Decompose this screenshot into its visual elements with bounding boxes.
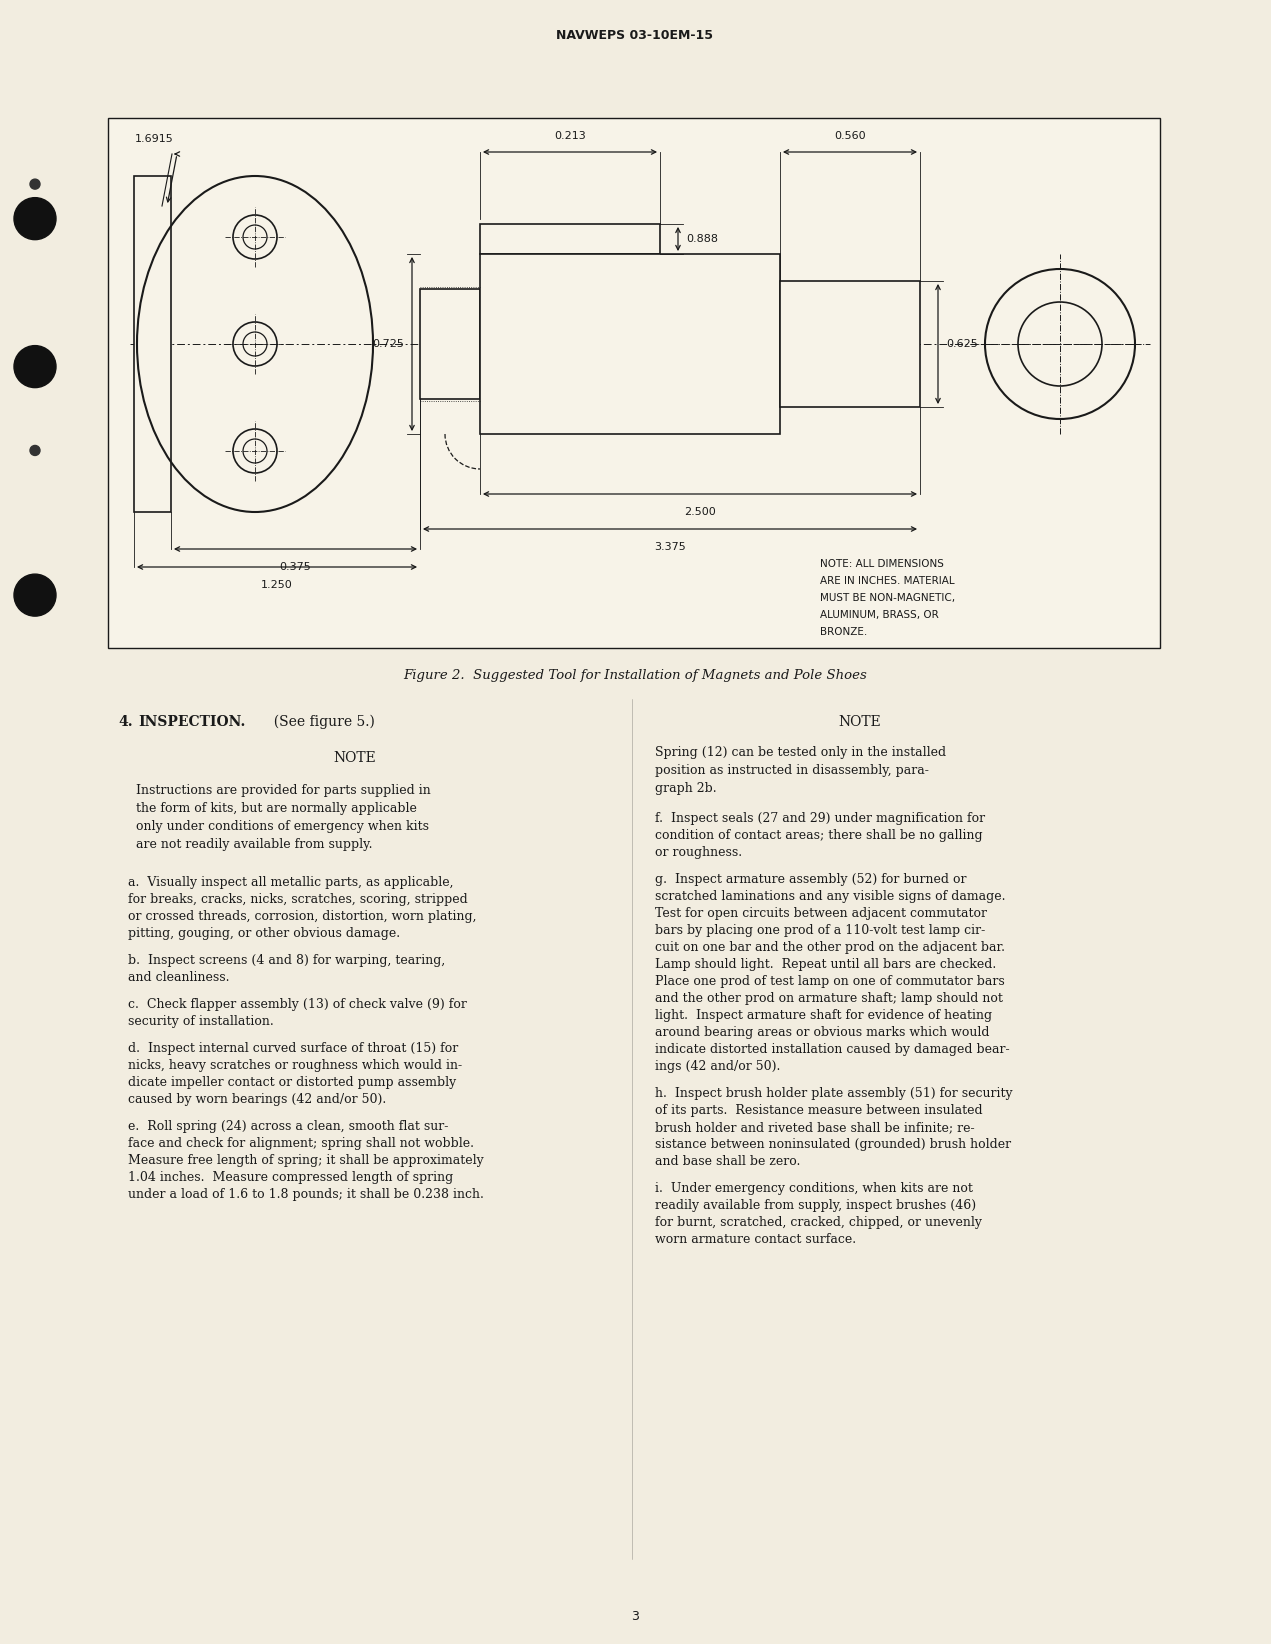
Text: for breaks, cracks, nicks, scratches, scoring, stripped: for breaks, cracks, nicks, scratches, sc… — [128, 893, 468, 906]
Bar — [480, 224, 660, 255]
Text: caused by worn bearings (42 and/or 50).: caused by worn bearings (42 and/or 50). — [128, 1093, 386, 1106]
Text: and cleanliness.: and cleanliness. — [128, 972, 230, 985]
Text: worn armature contact surface.: worn armature contact surface. — [655, 1233, 857, 1246]
Text: 1.250: 1.250 — [261, 580, 292, 590]
Text: are not readily available from supply.: are not readily available from supply. — [136, 838, 372, 852]
Text: cuit on one bar and the other prod on the adjacent bar.: cuit on one bar and the other prod on th… — [655, 940, 1005, 954]
Circle shape — [14, 574, 56, 616]
Text: Lamp should light.  Repeat until all bars are checked.: Lamp should light. Repeat until all bars… — [655, 958, 996, 972]
Bar — [108, 118, 1160, 648]
Text: NOTE: ALL DIMENSIONS: NOTE: ALL DIMENSIONS — [820, 559, 944, 569]
Text: or crossed threads, corrosion, distortion, worn plating,: or crossed threads, corrosion, distortio… — [128, 911, 477, 922]
Text: graph 2b.: graph 2b. — [655, 783, 717, 796]
Text: BRONZE.: BRONZE. — [820, 626, 867, 636]
Text: position as instructed in disassembly, para-: position as instructed in disassembly, p… — [655, 764, 929, 778]
Text: light.  Inspect armature shaft for evidence of heating: light. Inspect armature shaft for eviden… — [655, 1009, 993, 1023]
Text: 1.04 inches.  Measure compressed length of spring: 1.04 inches. Measure compressed length o… — [128, 1171, 454, 1184]
Text: sistance between noninsulated (grounded) brush holder: sistance between noninsulated (grounded)… — [655, 1138, 1012, 1151]
Text: 4.: 4. — [118, 715, 132, 728]
Text: for burnt, scratched, cracked, chipped, or unevenly: for burnt, scratched, cracked, chipped, … — [655, 1217, 982, 1230]
Text: only under conditions of emergency when kits: only under conditions of emergency when … — [136, 820, 430, 834]
Bar — [780, 281, 920, 408]
Text: around bearing areas or obvious marks which would: around bearing areas or obvious marks wh… — [655, 1026, 990, 1039]
Text: i.  Under emergency conditions, when kits are not: i. Under emergency conditions, when kits… — [655, 1182, 972, 1195]
Text: security of installation.: security of installation. — [128, 1014, 273, 1028]
Text: Spring (12) can be tested only in the installed: Spring (12) can be tested only in the in… — [655, 746, 946, 760]
Text: Place one prod of test lamp on one of commutator bars: Place one prod of test lamp on one of co… — [655, 975, 1005, 988]
Text: g.  Inspect armature assembly (52) for burned or: g. Inspect armature assembly (52) for bu… — [655, 873, 966, 886]
Text: ings (42 and/or 50).: ings (42 and/or 50). — [655, 1060, 780, 1074]
Circle shape — [14, 345, 56, 388]
Text: Measure free length of spring; it shall be approximately: Measure free length of spring; it shall … — [128, 1154, 484, 1167]
Bar — [133, 176, 172, 511]
Text: e.  Roll spring (24) across a clean, smooth flat sur-: e. Roll spring (24) across a clean, smoo… — [128, 1120, 449, 1133]
Text: 3.375: 3.375 — [655, 543, 686, 552]
Text: 0.375: 0.375 — [280, 562, 311, 572]
Text: 1.6915: 1.6915 — [135, 135, 174, 145]
Text: and the other prod on armature shaft; lamp should not: and the other prod on armature shaft; la… — [655, 991, 1003, 1004]
Text: h.  Inspect brush holder plate assembly (51) for security: h. Inspect brush holder plate assembly (… — [655, 1087, 1013, 1100]
Text: NOTE: NOTE — [839, 715, 881, 728]
Text: Figure 2.  Suggested Tool for Installation of Magnets and Pole Shoes: Figure 2. Suggested Tool for Installatio… — [403, 669, 867, 682]
Text: nicks, heavy scratches or roughness which would in-: nicks, heavy scratches or roughness whic… — [128, 1059, 463, 1072]
Text: a.  Visually inspect all metallic parts, as applicable,: a. Visually inspect all metallic parts, … — [128, 876, 454, 889]
Text: INSPECTION.: INSPECTION. — [139, 715, 245, 728]
Text: 0.625: 0.625 — [946, 339, 977, 349]
Text: Instructions are provided for parts supplied in: Instructions are provided for parts supp… — [136, 784, 431, 797]
Text: MUST BE NON-MAGNETIC,: MUST BE NON-MAGNETIC, — [820, 593, 955, 603]
Bar — [419, 289, 480, 399]
Text: and base shall be zero.: and base shall be zero. — [655, 1156, 801, 1167]
Text: 3: 3 — [632, 1609, 639, 1623]
Text: 2.500: 2.500 — [684, 506, 716, 516]
Text: 0.213: 0.213 — [554, 132, 586, 141]
Text: indicate distorted installation caused by damaged bear-: indicate distorted installation caused b… — [655, 1042, 1009, 1055]
Bar — [480, 255, 780, 434]
Text: ALUMINUM, BRASS, OR: ALUMINUM, BRASS, OR — [820, 610, 939, 620]
Circle shape — [31, 179, 39, 189]
Text: f.  Inspect seals (27 and 29) under magnification for: f. Inspect seals (27 and 29) under magni… — [655, 812, 985, 825]
Text: or roughness.: or roughness. — [655, 847, 742, 860]
Text: bars by placing one prod of a 110-volt test lamp cir-: bars by placing one prod of a 110-volt t… — [655, 924, 985, 937]
Text: dicate impeller contact or distorted pump assembly: dicate impeller contact or distorted pum… — [128, 1077, 456, 1088]
Circle shape — [31, 446, 39, 455]
Text: scratched laminations and any visible signs of damage.: scratched laminations and any visible si… — [655, 889, 1005, 903]
Text: NAVWEPS 03-10EM-15: NAVWEPS 03-10EM-15 — [557, 30, 713, 43]
Text: Test for open circuits between adjacent commutator: Test for open circuits between adjacent … — [655, 907, 988, 921]
Text: d.  Inspect internal curved surface of throat (15) for: d. Inspect internal curved surface of th… — [128, 1042, 459, 1055]
Text: (See figure 5.): (See figure 5.) — [264, 715, 375, 730]
Text: of its parts.  Resistance measure between insulated: of its parts. Resistance measure between… — [655, 1105, 982, 1116]
Text: b.  Inspect screens (4 and 8) for warping, tearing,: b. Inspect screens (4 and 8) for warping… — [128, 954, 445, 967]
Circle shape — [14, 197, 56, 240]
Text: readily available from supply, inspect brushes (46): readily available from supply, inspect b… — [655, 1198, 976, 1212]
Text: the form of kits, but are normally applicable: the form of kits, but are normally appli… — [136, 802, 417, 815]
Text: condition of contact areas; there shall be no galling: condition of contact areas; there shall … — [655, 829, 982, 842]
Text: NOTE: NOTE — [333, 751, 376, 764]
Text: brush holder and riveted base shall be infinite; re-: brush holder and riveted base shall be i… — [655, 1121, 975, 1134]
Text: face and check for alignment; spring shall not wobble.: face and check for alignment; spring sha… — [128, 1138, 474, 1151]
Text: 0.725: 0.725 — [372, 339, 404, 349]
Text: pitting, gouging, or other obvious damage.: pitting, gouging, or other obvious damag… — [128, 927, 400, 940]
Text: under a load of 1.6 to 1.8 pounds; it shall be 0.238 inch.: under a load of 1.6 to 1.8 pounds; it sh… — [128, 1189, 484, 1202]
Text: 0.888: 0.888 — [686, 233, 718, 243]
Text: c.  Check flapper assembly (13) of check valve (9) for: c. Check flapper assembly (13) of check … — [128, 998, 466, 1011]
Text: 0.560: 0.560 — [834, 132, 866, 141]
Text: ARE IN INCHES. MATERIAL: ARE IN INCHES. MATERIAL — [820, 575, 955, 585]
